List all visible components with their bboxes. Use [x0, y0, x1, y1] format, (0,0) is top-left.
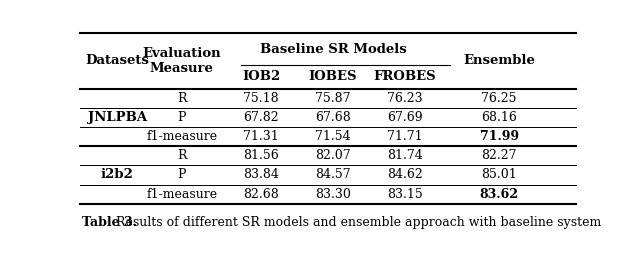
Text: IOB2: IOB2 — [242, 70, 280, 83]
Text: 71.71: 71.71 — [387, 130, 422, 143]
Text: 67.82: 67.82 — [243, 111, 279, 124]
Text: Results of different SR models and ensemble approach with baseline system: Results of different SR models and ensem… — [116, 216, 601, 229]
Text: Table 3.: Table 3. — [83, 216, 138, 229]
Text: 84.62: 84.62 — [387, 168, 423, 181]
Text: 81.74: 81.74 — [387, 149, 423, 162]
Text: 83.84: 83.84 — [243, 168, 279, 181]
Text: P: P — [177, 111, 186, 124]
Text: JNLPBA: JNLPBA — [88, 111, 147, 124]
Text: 76.25: 76.25 — [481, 92, 517, 105]
Text: 71.54: 71.54 — [315, 130, 351, 143]
Text: Datasets: Datasets — [85, 54, 149, 67]
Text: 83.30: 83.30 — [315, 188, 351, 201]
Text: Evaluation
Measure: Evaluation Measure — [142, 47, 221, 75]
Text: f1-measure: f1-measure — [146, 130, 217, 143]
Text: 67.68: 67.68 — [315, 111, 351, 124]
Text: 75.87: 75.87 — [316, 92, 351, 105]
Text: 85.01: 85.01 — [481, 168, 517, 181]
Text: 67.69: 67.69 — [387, 111, 422, 124]
Text: 82.68: 82.68 — [243, 188, 279, 201]
Text: 75.18: 75.18 — [243, 92, 279, 105]
Text: f1-measure: f1-measure — [146, 188, 217, 201]
Text: Baseline SR Models: Baseline SR Models — [260, 42, 406, 56]
Text: Ensemble: Ensemble — [463, 54, 535, 67]
Text: 76.23: 76.23 — [387, 92, 422, 105]
Text: R: R — [177, 92, 186, 105]
Text: FROBES: FROBES — [374, 70, 436, 83]
Text: 71.99: 71.99 — [479, 130, 518, 143]
Text: IOBES: IOBES — [308, 70, 357, 83]
Text: 82.27: 82.27 — [481, 149, 517, 162]
Text: 82.07: 82.07 — [315, 149, 351, 162]
Text: R: R — [177, 149, 186, 162]
Text: i2b2: i2b2 — [100, 168, 134, 181]
Text: 83.15: 83.15 — [387, 188, 423, 201]
Text: P: P — [177, 168, 186, 181]
Text: 68.16: 68.16 — [481, 111, 517, 124]
Text: 81.56: 81.56 — [243, 149, 279, 162]
Text: 83.62: 83.62 — [479, 188, 518, 201]
Text: 84.57: 84.57 — [315, 168, 351, 181]
Text: 71.31: 71.31 — [243, 130, 279, 143]
